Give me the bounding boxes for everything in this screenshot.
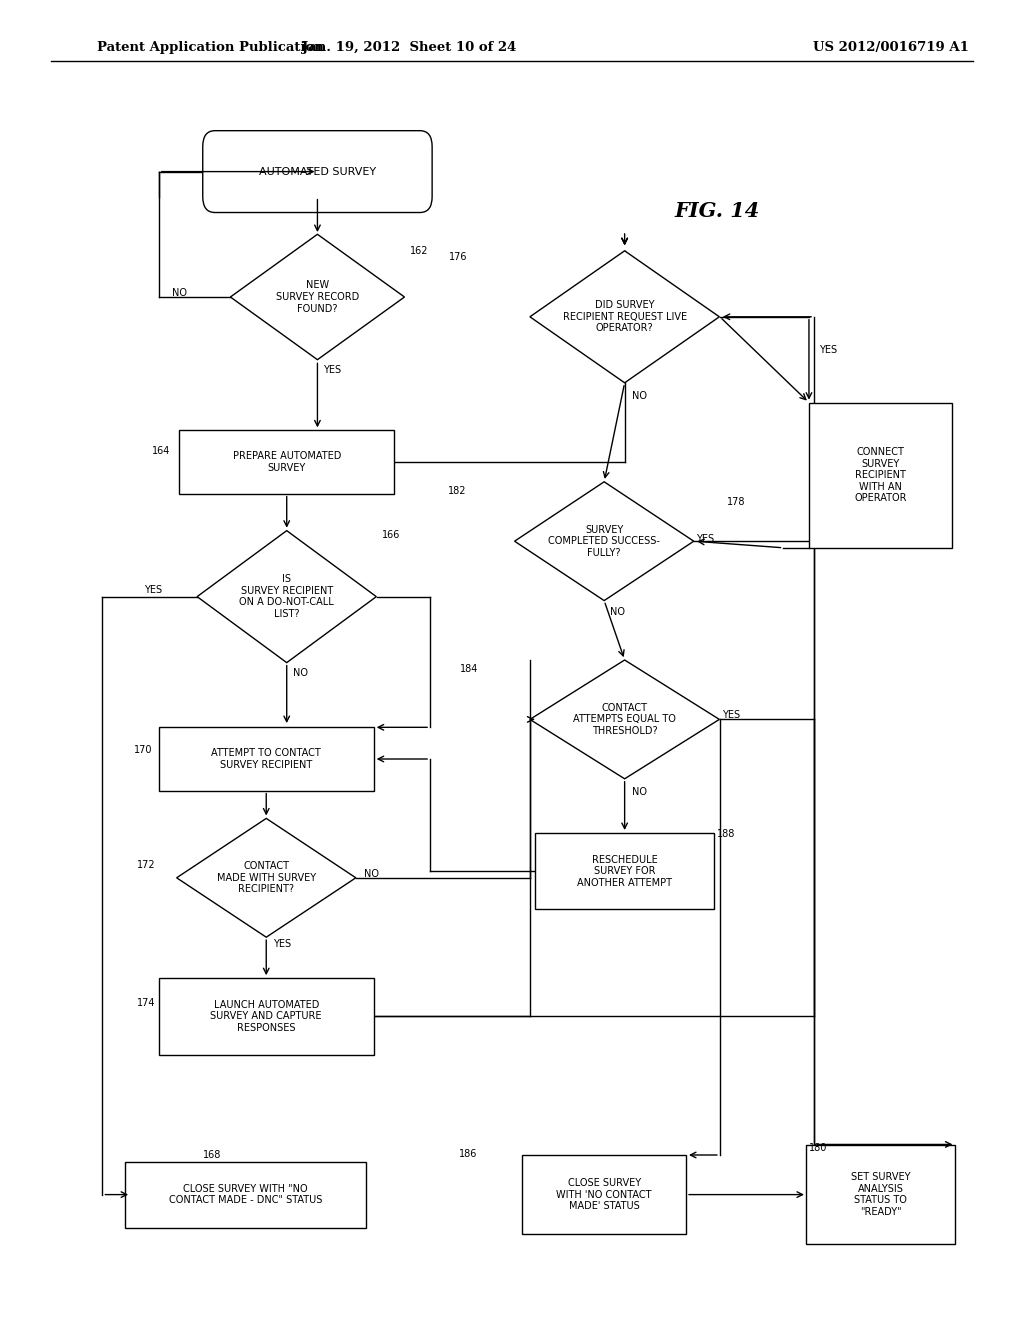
Text: YES: YES [819, 345, 838, 355]
Text: 184: 184 [460, 664, 478, 675]
Text: 176: 176 [449, 252, 467, 263]
Text: 170: 170 [134, 744, 153, 755]
Text: LAUNCH AUTOMATED
SURVEY AND CAPTURE
RESPONSES: LAUNCH AUTOMATED SURVEY AND CAPTURE RESP… [211, 999, 322, 1034]
Text: IS
SURVEY RECIPIENT
ON A DO-NOT-CALL
LIST?: IS SURVEY RECIPIENT ON A DO-NOT-CALL LIS… [240, 574, 334, 619]
Bar [809, 403, 952, 548]
Text: CLOSE SURVEY
WITH 'NO CONTACT
MADE' STATUS: CLOSE SURVEY WITH 'NO CONTACT MADE' STAT… [556, 1177, 652, 1212]
Text: PREPARE AUTOMATED
SURVEY: PREPARE AUTOMATED SURVEY [232, 451, 341, 473]
Bar [159, 727, 374, 791]
FancyBboxPatch shape [203, 131, 432, 213]
Text: FIG. 14: FIG. 14 [674, 201, 760, 222]
Polygon shape [230, 235, 404, 359]
Polygon shape [514, 482, 694, 601]
Text: CONTACT
MADE WITH SURVEY
RECIPIENT?: CONTACT MADE WITH SURVEY RECIPIENT? [217, 861, 315, 895]
Text: NEW
SURVEY RECORD
FOUND?: NEW SURVEY RECORD FOUND? [275, 280, 359, 314]
Text: NO: NO [632, 391, 647, 401]
Text: AUTOMATED SURVEY: AUTOMATED SURVEY [259, 166, 376, 177]
Bar [159, 978, 374, 1055]
Text: 168: 168 [203, 1150, 221, 1160]
Text: YES: YES [696, 533, 715, 544]
Bar [535, 833, 715, 909]
Text: NO: NO [610, 607, 626, 618]
Text: 166: 166 [382, 529, 400, 540]
Text: 186: 186 [459, 1148, 477, 1159]
Text: Jan. 19, 2012  Sheet 10 of 24: Jan. 19, 2012 Sheet 10 of 24 [302, 41, 517, 54]
Polygon shape [198, 531, 377, 663]
Text: NO: NO [172, 288, 187, 298]
Text: 174: 174 [137, 998, 156, 1008]
Text: YES: YES [143, 585, 162, 595]
Text: NO: NO [364, 869, 379, 879]
Text: RESCHEDULE
SURVEY FOR
ANOTHER ATTEMPT: RESCHEDULE SURVEY FOR ANOTHER ATTEMPT [578, 854, 672, 888]
Polygon shape [177, 818, 356, 937]
Bar [522, 1155, 686, 1234]
Text: US 2012/0016719 A1: US 2012/0016719 A1 [813, 41, 969, 54]
Text: NO: NO [293, 668, 308, 678]
Text: YES: YES [722, 710, 740, 721]
Text: ATTEMPT TO CONTACT
SURVEY RECIPIENT: ATTEMPT TO CONTACT SURVEY RECIPIENT [211, 748, 322, 770]
Text: SURVEY
COMPLETED SUCCESS-
FULLY?: SURVEY COMPLETED SUCCESS- FULLY? [548, 524, 660, 558]
Text: CONTACT
ATTEMPTS EQUAL TO
THRESHOLD?: CONTACT ATTEMPTS EQUAL TO THRESHOLD? [573, 702, 676, 737]
Text: 182: 182 [447, 486, 466, 496]
Text: 162: 162 [410, 246, 428, 256]
Text: CLOSE SURVEY WITH "NO
CONTACT MADE - DNC" STATUS: CLOSE SURVEY WITH "NO CONTACT MADE - DNC… [169, 1184, 323, 1205]
Text: Patent Application Publication: Patent Application Publication [97, 41, 324, 54]
Polygon shape [530, 660, 719, 779]
Polygon shape [530, 251, 719, 383]
Bar [125, 1162, 367, 1228]
Text: YES: YES [273, 939, 292, 949]
Text: 164: 164 [152, 446, 170, 457]
Text: 180: 180 [809, 1143, 827, 1154]
Text: CONNECT
SURVEY
RECIPIENT
WITH AN
OPERATOR: CONNECT SURVEY RECIPIENT WITH AN OPERATO… [854, 447, 907, 503]
Text: 178: 178 [727, 496, 745, 507]
Text: 172: 172 [137, 859, 156, 870]
Text: YES: YES [323, 364, 341, 375]
Text: SET SURVEY
ANALYSIS
STATUS TO
"READY": SET SURVEY ANALYSIS STATUS TO "READY" [851, 1172, 910, 1217]
Bar [807, 1144, 954, 1243]
Text: DID SURVEY
RECIPIENT REQUEST LIVE
OPERATOR?: DID SURVEY RECIPIENT REQUEST LIVE OPERAT… [562, 300, 687, 334]
Text: NO: NO [632, 787, 647, 797]
Text: 188: 188 [717, 829, 735, 840]
Bar [179, 430, 394, 494]
